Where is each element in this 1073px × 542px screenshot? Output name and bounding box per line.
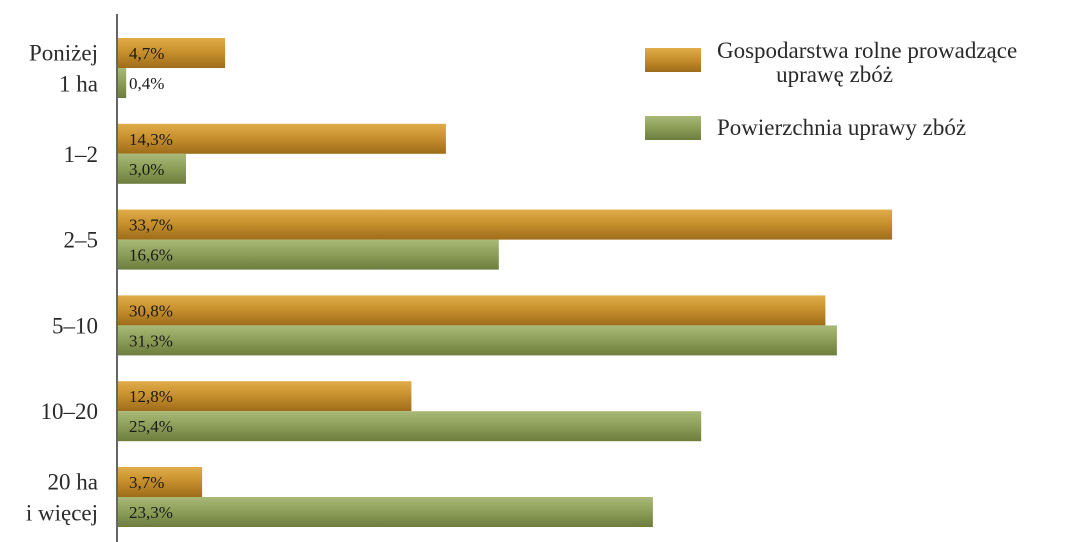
data-label-powierzchnia-4: 25,4% bbox=[129, 417, 173, 436]
bar-powierzchnia-1 bbox=[117, 153, 186, 184]
data-label-gospodarstwa-0: 4,7% bbox=[129, 44, 164, 63]
data-label-powierzchnia-1: 3,0% bbox=[129, 160, 164, 179]
category-label-5-line-0: 20 ha bbox=[48, 470, 98, 495]
bar-gospodarstwa-3 bbox=[117, 295, 826, 326]
category-label-0-line-1: 1 ha bbox=[59, 72, 98, 97]
data-label-gospodarstwa-5: 3,7% bbox=[129, 473, 164, 492]
legend-label-gospodarstwa-line-1: uprawę zbóż bbox=[776, 62, 893, 87]
bar-powierzchnia-5 bbox=[117, 497, 653, 527]
category-label-0-line-0: Poniżej bbox=[29, 41, 98, 66]
bar-powierzchnia-4 bbox=[117, 411, 702, 442]
data-label-gospodarstwa-1: 14,3% bbox=[129, 130, 173, 149]
bar-powierzchnia-0 bbox=[117, 68, 127, 98]
data-label-powierzchnia-5: 23,3% bbox=[129, 503, 173, 522]
bar-powierzchnia-2 bbox=[117, 239, 499, 270]
bar-gospodarstwa-2 bbox=[117, 209, 893, 240]
data-label-powierzchnia-0: 0,4% bbox=[129, 74, 164, 93]
labels-layer: 4,7% 0,4% Poniżej 1 ha 14,3% 3,0% 1–2 33,7% 16,6… bbox=[26, 41, 173, 526]
data-label-gospodarstwa-2: 33,7% bbox=[129, 216, 173, 235]
category-label-5-line-1: i więcej bbox=[26, 501, 98, 526]
legend-label-powierzchnia: Powierzchnia uprawy zbóż bbox=[717, 115, 966, 140]
bar-gospodarstwa-0 bbox=[117, 38, 226, 68]
bar-gospodarstwa-5 bbox=[117, 467, 203, 497]
data-label-powierzchnia-3: 31,3% bbox=[129, 331, 173, 350]
category-label-3: 5–10 bbox=[52, 313, 98, 338]
bar-powierzchnia-3 bbox=[117, 325, 837, 356]
bar-gospodarstwa-1 bbox=[117, 123, 446, 154]
legend-swatch-gospodarstwa bbox=[645, 48, 701, 72]
category-label-4: 10–20 bbox=[41, 399, 99, 424]
category-label-1: 1–2 bbox=[64, 142, 99, 167]
legend-label-gospodarstwa-line-0: Gospodarstwa rolne prowadzące bbox=[717, 38, 1017, 63]
category-label-2: 2–5 bbox=[64, 228, 99, 253]
data-label-gospodarstwa-4: 12,8% bbox=[129, 387, 173, 406]
data-label-powierzchnia-2: 16,6% bbox=[129, 246, 173, 265]
bar-gospodarstwa-4 bbox=[117, 381, 412, 412]
bars-layer bbox=[117, 38, 893, 527]
data-label-gospodarstwa-3: 30,8% bbox=[129, 301, 173, 320]
legend-swatch-powierzchnia bbox=[645, 116, 701, 140]
